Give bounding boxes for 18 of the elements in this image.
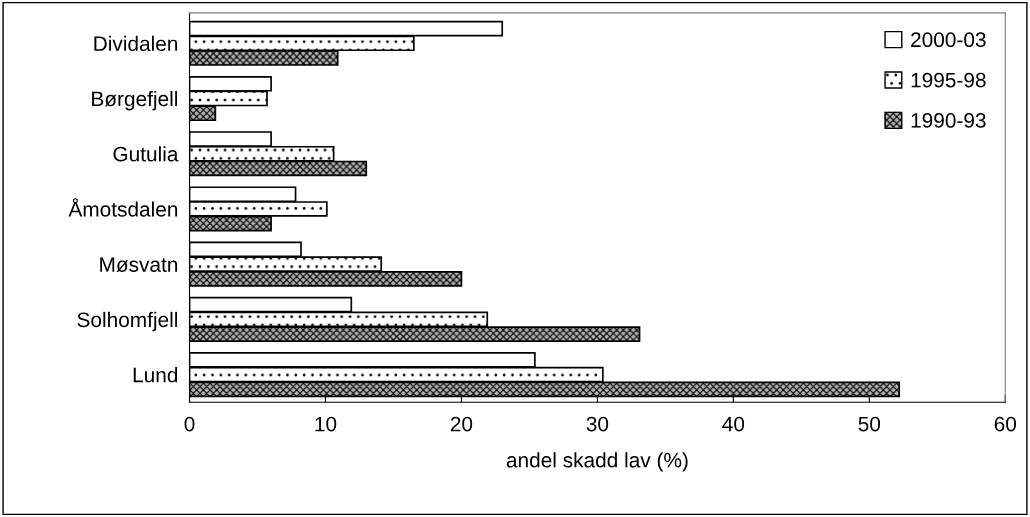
y-tick-label: Gutulia	[113, 146, 179, 162]
x-tick-label: 60	[994, 416, 1017, 432]
x-tick-label: 0	[184, 416, 195, 432]
y-tick-label: Dividalen	[94, 35, 178, 52]
x-axis-title: andel skadd lav (%)	[506, 452, 688, 472]
y-tick-label: Solhomfjell	[77, 311, 178, 332]
x-tick-label: 40	[722, 416, 745, 432]
legend-label: 1995-98	[911, 72, 986, 88]
x-tick-label: 10	[315, 416, 337, 432]
legend-label: 2000-03	[911, 32, 986, 48]
y-tick-label: Åmotsdalen	[68, 198, 178, 217]
legend-label: 1990-93	[911, 113, 986, 128]
y-tick-label: Lund	[133, 367, 178, 383]
y-tick-label: Børgefjell	[92, 90, 178, 111]
x-tick-label: 20	[450, 416, 473, 432]
x-tick-label: 30	[586, 416, 609, 432]
y-tick-label: Møsvatn	[100, 257, 178, 273]
x-tick-label: 50	[858, 416, 881, 432]
